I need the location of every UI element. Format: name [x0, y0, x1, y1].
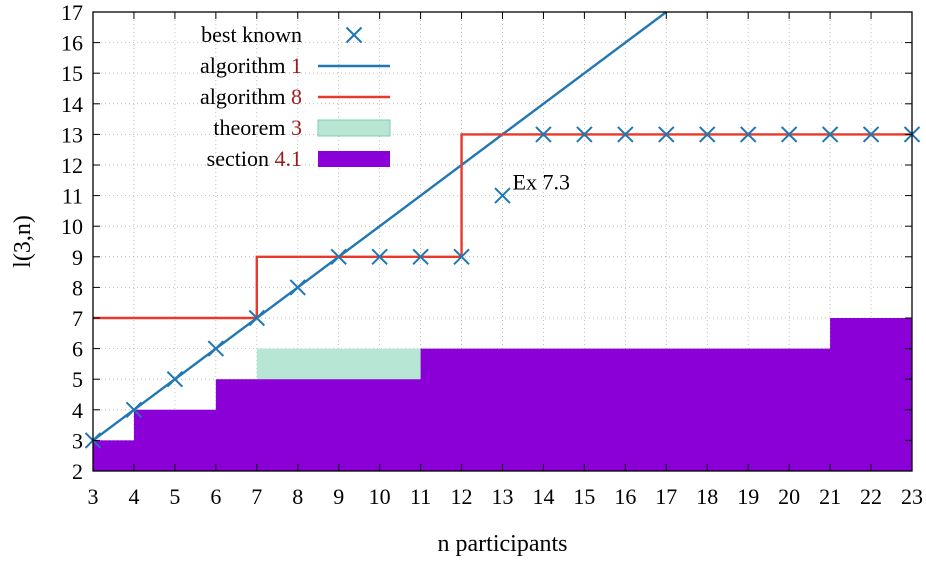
- marker-best-known: [535, 126, 552, 143]
- marker-stroke: [330, 248, 347, 266]
- x-tick-label: 22: [860, 484, 882, 509]
- x-tick-label: 8: [292, 484, 303, 509]
- area-section-4-1: [93, 318, 912, 471]
- y-tick-label: 6: [72, 337, 83, 362]
- marker-stroke: [576, 126, 593, 143]
- x-axis-label: n participants: [438, 531, 568, 557]
- annotation-label: Ex 7.3: [513, 170, 570, 195]
- marker-best-known: [699, 126, 716, 143]
- marker-best-known: [658, 126, 675, 143]
- marker-stroke: [166, 370, 184, 388]
- y-tick-label: 7: [72, 306, 83, 331]
- x-tick-label: 6: [210, 484, 221, 509]
- y-tick-label: 15: [61, 61, 83, 86]
- marker-best-known: [821, 126, 839, 143]
- y-tick-label: 9: [72, 245, 83, 270]
- y-tick-label: 5: [72, 367, 83, 392]
- x-tick-label: 21: [819, 484, 841, 509]
- annotations: Ex 7.3: [513, 170, 570, 195]
- marker-stroke: [617, 126, 634, 143]
- legend-swatch: [318, 151, 390, 167]
- y-tick-label: 14: [61, 92, 83, 117]
- marker-best-known: [330, 248, 347, 266]
- axis-ticks: 3 4 5 6 7 8 9 10 11 12 13 14 15 16 17 18 19 20 21 22 2323456…: [61, 0, 923, 509]
- marker-stroke: [412, 248, 429, 266]
- y-axis-label: l(3,n): [10, 215, 36, 268]
- x-tick-label: 16: [614, 484, 636, 509]
- x-tick-label: 3: [88, 484, 99, 509]
- legend-marker: [345, 26, 363, 44]
- marker-stroke: [535, 126, 552, 143]
- x-tick-label: 13: [492, 484, 514, 509]
- marker-best-known: [453, 248, 470, 266]
- marker-best-known: [617, 126, 634, 143]
- y-tick-label: 4: [72, 398, 83, 423]
- marker-best-known: [289, 279, 306, 296]
- legend-label: algorithm 8: [200, 84, 302, 109]
- y-tick-label: 2: [72, 459, 83, 484]
- y-tick-label: 11: [62, 184, 83, 209]
- grid-lines: [93, 12, 912, 471]
- marker-best-known: [207, 340, 225, 357]
- marker-stroke: [699, 126, 716, 143]
- marker-best-known: [125, 401, 143, 419]
- legend-label: theorem 3: [213, 115, 302, 140]
- marker-best-known: [248, 309, 266, 327]
- x-tick-label: 4: [128, 484, 139, 509]
- x-tick-label: 15: [573, 484, 595, 509]
- marker-stroke: [821, 126, 839, 143]
- x-tick-label: 9: [333, 484, 344, 509]
- marker-stroke: [125, 401, 143, 419]
- marker-stroke: [494, 187, 511, 204]
- y-tick-label: 8: [72, 275, 83, 300]
- legend-swatch: [317, 119, 391, 137]
- marker-best-known: [576, 126, 593, 143]
- y-tick-label: 17: [61, 0, 83, 25]
- marker-best-known: [862, 126, 880, 143]
- marker-stroke: [289, 279, 306, 296]
- legend-label: best known: [201, 22, 302, 47]
- marker-stroke: [207, 340, 225, 357]
- x-tick-label: 19: [737, 484, 759, 509]
- marker-stroke: [371, 248, 388, 266]
- x-tick-label: 14: [532, 484, 554, 509]
- marker-best-known: [494, 187, 511, 204]
- x-tick-label: 7: [251, 484, 262, 509]
- scatter-markers: [84, 126, 921, 449]
- x-tick-label: 11: [410, 484, 431, 509]
- marker-best-known: [371, 248, 388, 266]
- marker-stroke: [780, 126, 798, 143]
- marker-stroke: [739, 126, 757, 143]
- x-tick-label: 20: [778, 484, 800, 509]
- y-tick-label: 12: [61, 153, 83, 178]
- y-tick-label: 10: [61, 214, 83, 239]
- y-tick-label: 3: [72, 428, 83, 453]
- legend-label: algorithm 1: [200, 53, 302, 78]
- y-tick-label: 16: [61, 31, 83, 56]
- legend-label: section 4.1: [207, 146, 302, 171]
- x-tick-label: 23: [901, 484, 923, 509]
- marker-best-known: [412, 248, 429, 266]
- marker-stroke: [862, 126, 880, 143]
- series-lines: [92, 11, 912, 442]
- x-tick-label: 18: [696, 484, 718, 509]
- legend: best known algorithm 1 algorithm 8 theorem …: [200, 22, 391, 171]
- marker-best-known: [780, 126, 798, 143]
- filled-areas: [93, 318, 912, 471]
- x-tick-label: 17: [655, 484, 677, 509]
- marker-stroke: [453, 248, 470, 266]
- x-tick-label: 10: [369, 484, 391, 509]
- marker-stroke: [658, 126, 675, 143]
- line-algorithm-1: [92, 11, 668, 442]
- y-tick-label: 13: [61, 122, 83, 147]
- marker-stroke: [248, 309, 266, 327]
- x-tick-label: 12: [451, 484, 473, 509]
- line-algorithm-8: [93, 133, 912, 320]
- marker-best-known: [166, 370, 184, 388]
- marker-best-known: [739, 126, 757, 143]
- x-tick-label: 5: [169, 484, 180, 509]
